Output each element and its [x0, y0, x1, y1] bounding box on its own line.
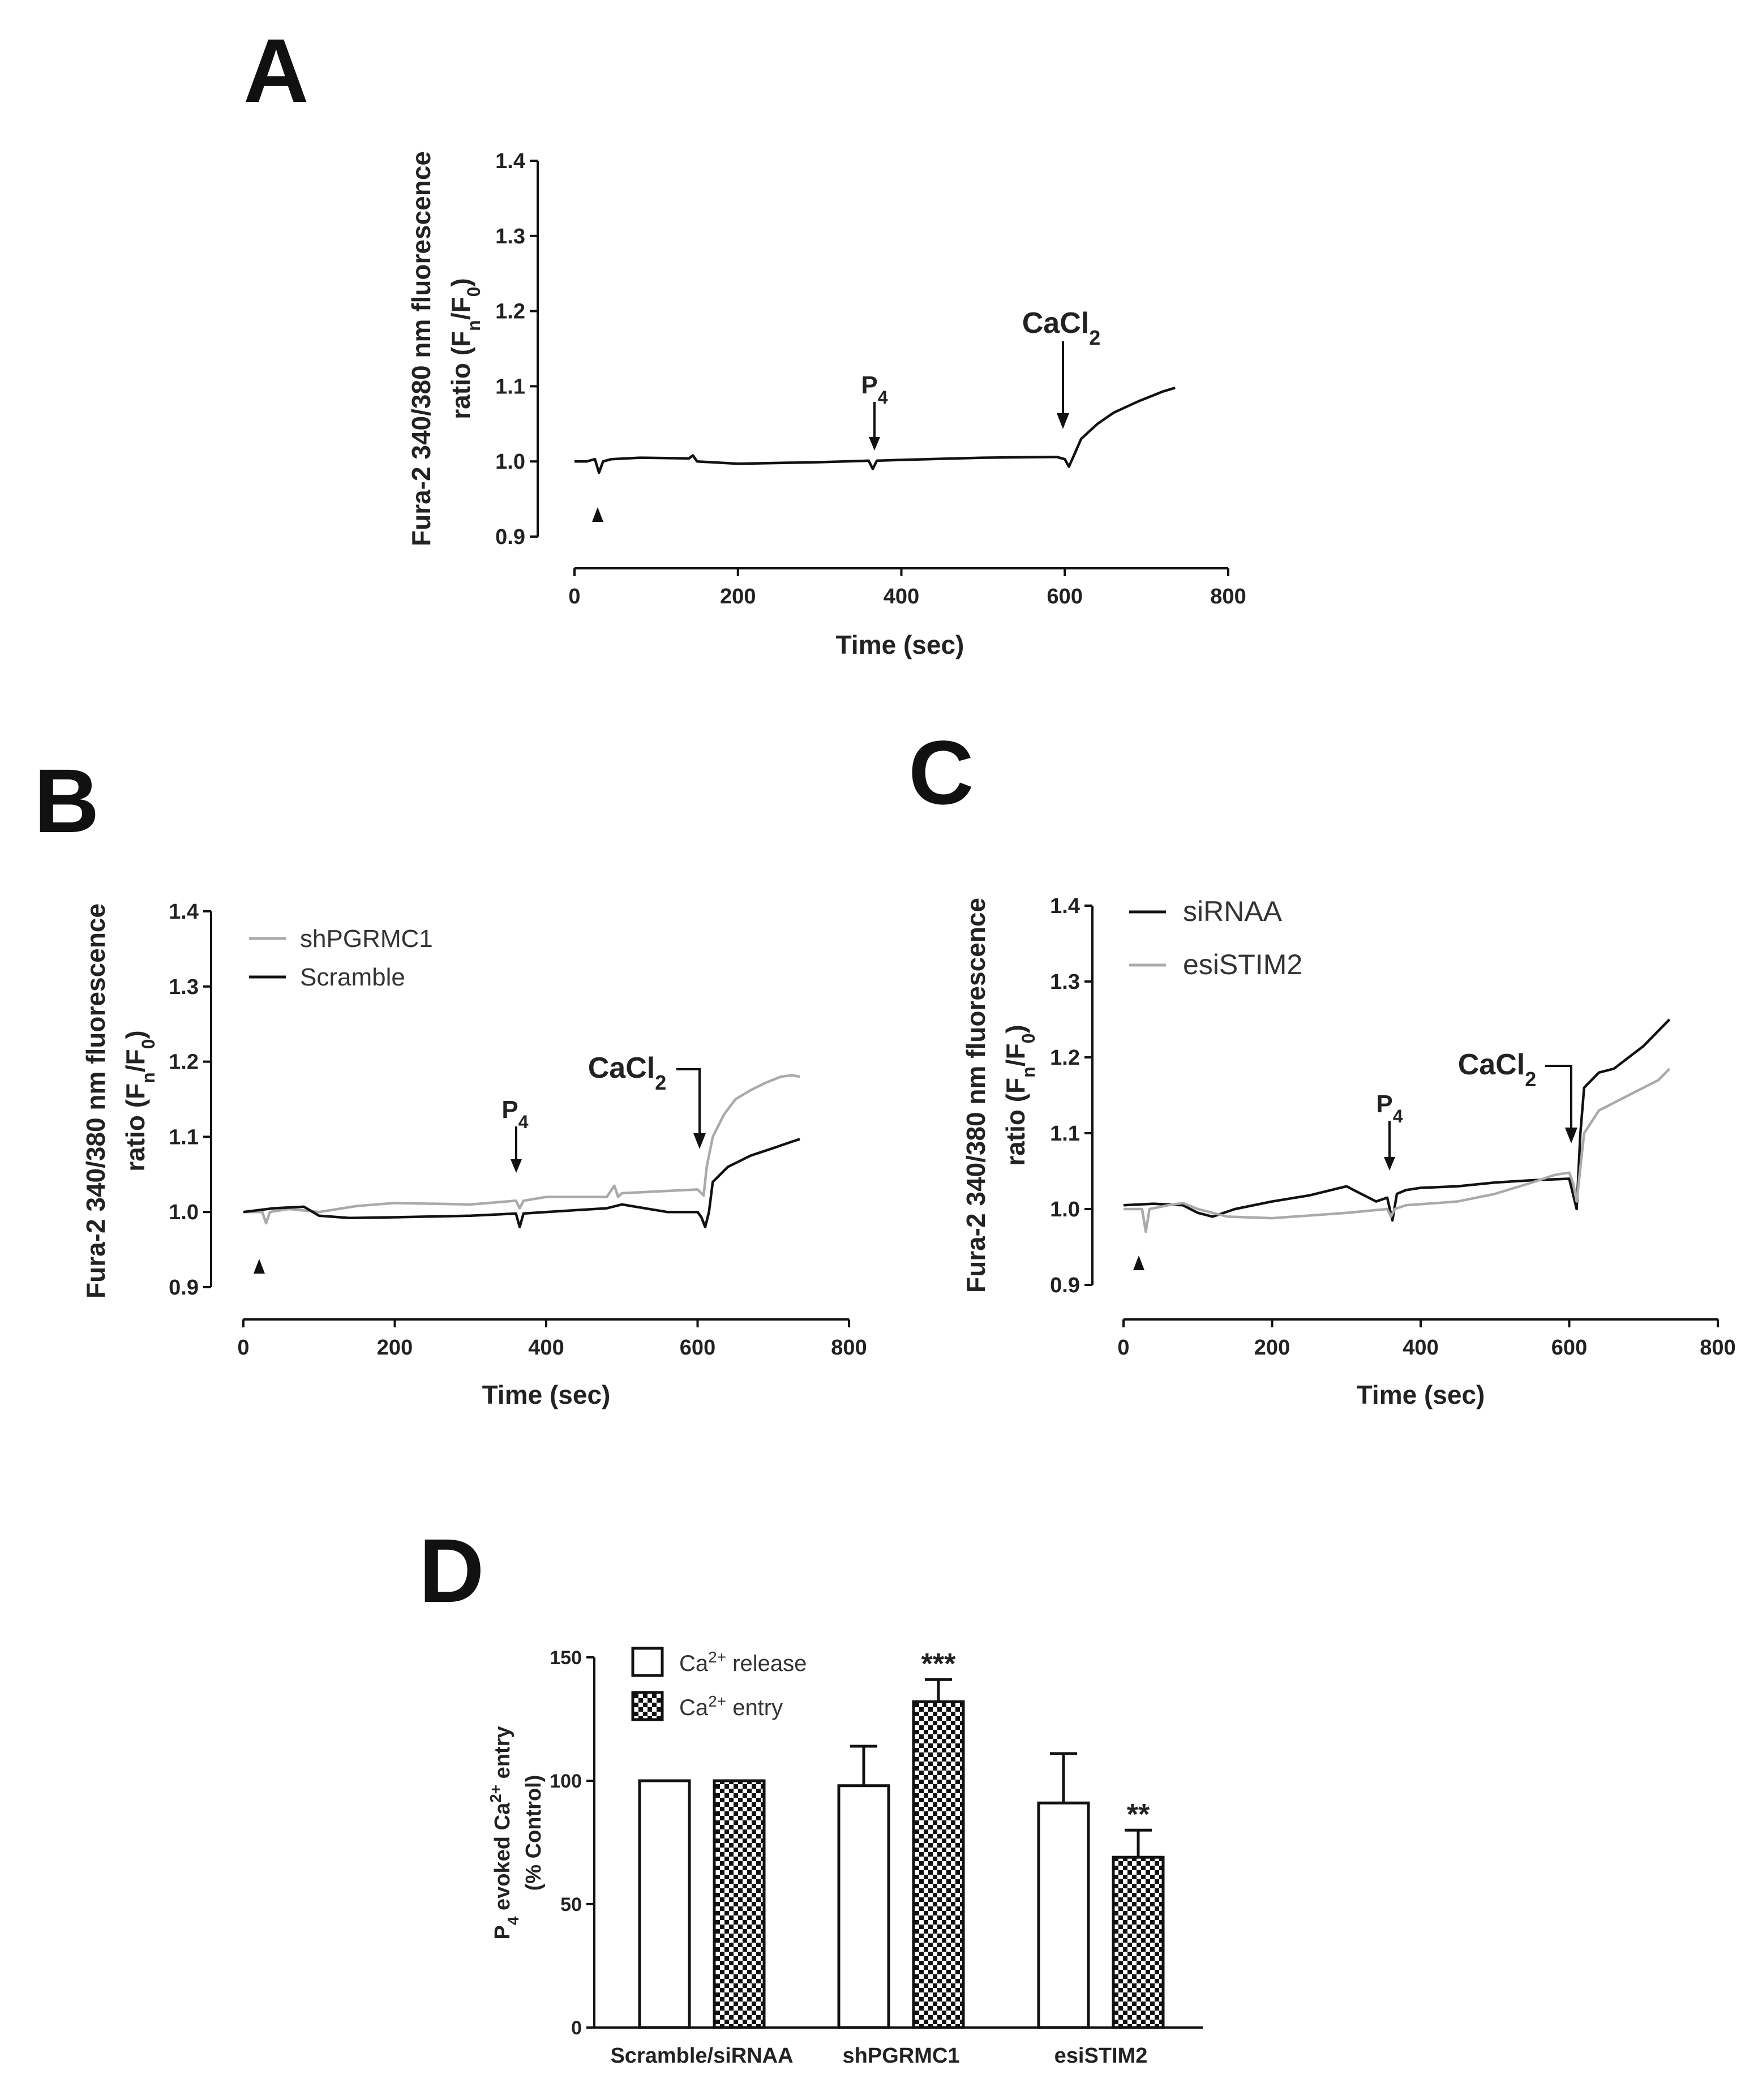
panel-b-p4-label: P4 — [501, 1096, 528, 1132]
panel-c-x-tick-label: 0 — [1117, 1336, 1129, 1360]
panel-c-cacl2-arrowhead — [1565, 1128, 1577, 1143]
bar-ca-entry-1 — [713, 1779, 766, 2029]
panel-b-y-tick-label: 1.3 — [169, 975, 199, 999]
bar-ca-entry-2 — [912, 1700, 965, 2029]
panel-letter-a: A — [243, 20, 309, 121]
panel-b-trace-shpgrmc1 — [243, 1074, 800, 1225]
panel-c-y-title-line1: Fura-2 340/380 nm fluorescence — [961, 898, 991, 1293]
legend-label-ca-release: Ca2+ release — [679, 1648, 807, 1677]
legend-label-esistim2: esiSTIM2 — [1183, 949, 1302, 980]
panel-c-y-tick-label: 1.0 — [1050, 1198, 1080, 1222]
panel-b-x-tick-label: 200 — [377, 1336, 413, 1360]
panel-b-cacl2-arrowhead — [693, 1133, 706, 1149]
panel-a-p4-arrowhead — [869, 437, 880, 451]
bar-ca-entry-3 — [1112, 1855, 1165, 2029]
panel-b-baseline-arrowhead — [254, 1259, 265, 1274]
panel-c-y-tick-label: 1.1 — [1050, 1122, 1080, 1146]
panel-a-y-tick-label: 1.0 — [495, 450, 525, 474]
panel-d-y-tick-label: 150 — [550, 1647, 582, 1669]
panel-a-x-tick-label: 600 — [1047, 585, 1083, 608]
panel-c-y-tick-label: 1.3 — [1050, 970, 1080, 994]
bar-ca-release-3 — [1037, 1801, 1090, 2029]
panel-a-y-title-line2: ratio (Fn/F0) — [446, 278, 484, 419]
panel-d-y-title-line2: (% Control) — [522, 1775, 546, 1891]
panel-d-y-tick-label: 100 — [550, 1771, 582, 1792]
panel-a-p4-label: P4 — [861, 371, 887, 408]
panel-c-trace-esistim2 — [1124, 1068, 1671, 1233]
panel-c-p4-arrowhead — [1384, 1157, 1395, 1171]
panel-a-x-tick-label: 0 — [568, 585, 580, 608]
panel-c-trace-sirnaa — [1123, 1018, 1671, 1222]
panel-a-y-tick-label: 0.9 — [495, 525, 525, 549]
panel-d-y-tick-label: 50 — [560, 1894, 582, 1915]
panel-b-y-tick-label: 1.0 — [169, 1201, 199, 1224]
panel-c-line-chart: 0.9 1.0 1.1 1.2 1.3 1.4 0 200 400 600 800 Time (s… — [961, 894, 1736, 1409]
panel-a-y-tick-label: 1.1 — [495, 375, 525, 398]
panel-a-baseline-arrowhead — [592, 507, 603, 522]
panel-c-x-tick-label: 200 — [1254, 1336, 1290, 1360]
panel-c-y-title-line2: ratio (Fn/F0) — [1001, 1025, 1039, 1165]
panel-b-y-title-line2: ratio (Fn/F0) — [121, 1030, 158, 1171]
panel-b-trace-scramble — [243, 1138, 800, 1229]
panel-letter-d: D — [419, 1520, 484, 1621]
panel-b-y-tick-label: 0.9 — [169, 1276, 199, 1300]
panel-letter-b: B — [34, 750, 100, 851]
panel-c-cacl2-arrow — [1545, 1065, 1572, 1132]
panel-b-y-tick-label: 1.1 — [169, 1125, 199, 1149]
panel-b-x-tick-label: 600 — [680, 1336, 715, 1360]
panel-b-cacl2-label: CaCl2 — [588, 1052, 667, 1094]
panel-c-p4-label: P4 — [1376, 1090, 1403, 1126]
category-label: Scramble/siRNAA — [610, 2044, 793, 2068]
panel-c-y-tick-label: 1.2 — [1050, 1046, 1080, 1070]
legend-label-shpgrmc1: shPGRMC1 — [300, 925, 433, 953]
panel-b-x-tick-label: 400 — [528, 1336, 564, 1360]
panel-c-x-tick-label: 800 — [1700, 1336, 1735, 1360]
panel-c-y-tick-label: 0.9 — [1050, 1274, 1080, 1297]
panel-b-y-tick-label: 1.2 — [169, 1051, 199, 1074]
panel-b-x-tick-label: 0 — [237, 1336, 249, 1360]
panel-letter-c: C — [908, 722, 974, 823]
significance-marker: *** — [921, 1648, 956, 1681]
legend-label-scramble: Scramble — [300, 963, 405, 991]
legend-label-sirnaa: siRNAA — [1183, 895, 1283, 927]
legend-swatch-ca-release — [631, 1647, 664, 1677]
legend-label-ca-entry: Ca2+ entry — [679, 1692, 783, 1721]
panel-c-baseline-arrowhead — [1133, 1255, 1144, 1270]
category-label: shPGRMC1 — [843, 2044, 960, 2068]
panel-a-x-tick-label: 400 — [884, 585, 919, 608]
panel-a-y-tick-label: 1.3 — [495, 225, 525, 248]
panel-c-cacl2-label: CaCl2 — [1458, 1048, 1537, 1091]
significance-marker: ** — [1127, 1798, 1150, 1831]
panel-a-y-tick-label: 1.2 — [495, 300, 525, 324]
panel-b-y-tick-label: 1.4 — [169, 900, 199, 924]
panel-a-trace — [574, 386, 1176, 474]
panel-c-y-tick-label: 1.4 — [1050, 894, 1080, 918]
panel-a-y-title-line1: Fura-2 340/380 nm fluorescence — [406, 151, 436, 546]
panel-b-x-title: Time (sec) — [482, 1380, 611, 1409]
panel-c-x-tick-label: 400 — [1403, 1336, 1438, 1360]
panel-b-x-tick-label: 800 — [831, 1336, 867, 1360]
bar-ca-release-1 — [638, 1779, 691, 2029]
panel-a-cacl2-arrowhead — [1057, 413, 1069, 429]
category-label: esiSTIM2 — [1054, 2044, 1148, 2068]
panel-c-x-tick-label: 600 — [1551, 1336, 1587, 1360]
panel-a-x-title: Time (sec) — [836, 630, 964, 659]
panel-a-y-tick-label: 1.4 — [495, 149, 525, 173]
panel-a-cacl2-label: CaCl2 — [1022, 307, 1101, 349]
panel-b-cacl2-arrow — [676, 1068, 701, 1138]
bar-ca-release-2 — [837, 1784, 890, 2029]
panel-c-x-title: Time (sec) — [1357, 1380, 1485, 1409]
panel-a-x-tick-label: 800 — [1210, 585, 1246, 608]
panel-d-y-title-line1: P4 evoked Ca2+ entry — [487, 1726, 522, 1939]
panel-b-y-title-line1: Fura-2 340/380 nm fluorescence — [81, 903, 110, 1298]
panel-b-line-chart: 0.9 1.0 1.1 1.2 1.3 1.4 0 200 400 600 800 Time (s… — [81, 900, 867, 1409]
legend-swatch-ca-entry — [631, 1691, 664, 1721]
panel-a-line-chart: 0.9 1.0 1.1 1.2 1.3 1.4 0 200 400 600 800 Time (s… — [406, 149, 1246, 659]
panel-a-x-tick-label: 200 — [720, 585, 756, 608]
panel-d-y-tick-label: 0 — [571, 2017, 582, 2039]
panel-b-p4-arrowhead — [511, 1159, 522, 1173]
